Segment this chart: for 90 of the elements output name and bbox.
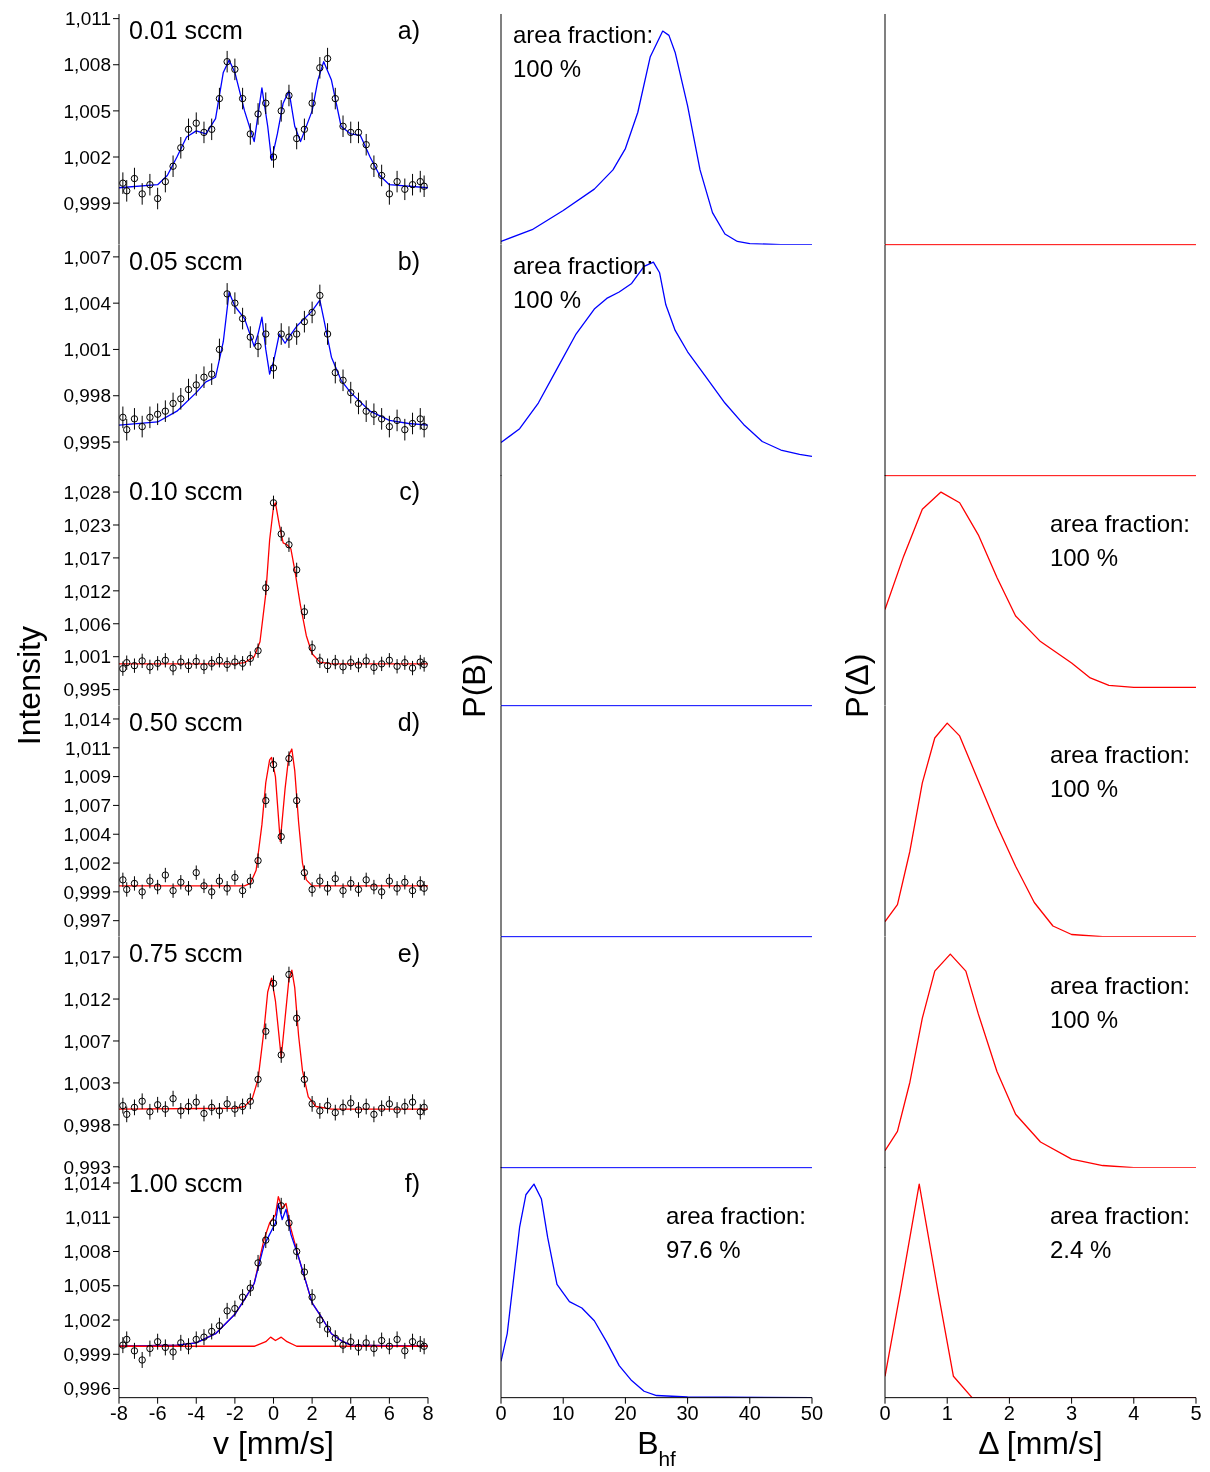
x-tick-label: 20: [614, 1402, 637, 1425]
y-tick-label: 1,023: [63, 515, 112, 537]
x-tick-label: -8: [110, 1402, 128, 1425]
annotation: 100 %: [1049, 774, 1119, 804]
y-tick-label: 1,012: [63, 580, 112, 602]
annotation: 100 %: [1049, 1004, 1119, 1035]
annotation: area fraction:: [665, 1201, 806, 1232]
y-tick-label: 1,008: [63, 54, 112, 76]
annotation: 100 %: [513, 284, 583, 315]
annotation: 100 %: [513, 54, 583, 84]
y-tick-label: 1,028: [63, 482, 112, 504]
x-tick-label: 0: [879, 1402, 891, 1425]
annotation: 2.4 %: [1049, 1235, 1113, 1266]
annotation: area fraction:: [1049, 509, 1190, 540]
y-tick-label: 1,011: [64, 1207, 111, 1229]
x-tick-label: 4: [1128, 1402, 1140, 1425]
annotation: area fraction:: [513, 250, 654, 281]
y-tick-label: 1,017: [63, 946, 112, 968]
text: P(B): [456, 653, 492, 718]
x-axis-title: Δ [mm/s]: [978, 1425, 1103, 1461]
x-tick-label: 8: [422, 1402, 434, 1425]
y-tick-label: 1,006: [63, 613, 112, 635]
y-tick-label: 1,004: [63, 823, 112, 845]
x-tick-label: 1: [941, 1402, 953, 1425]
annotation: 100 %: [1049, 543, 1119, 574]
x-tick-label: -2: [225, 1402, 244, 1425]
annotation: d): [397, 708, 420, 737]
y-tick-label: 0,999: [63, 1344, 111, 1366]
x-tick-label: 50: [800, 1402, 824, 1425]
y-axis-title: Intensity: [11, 626, 47, 746]
y-tick-label: 1,002: [63, 1310, 111, 1332]
x-tick-label: 4: [345, 1402, 357, 1425]
y-tick-label: 1,002: [63, 146, 112, 168]
annotation: e): [397, 938, 420, 968]
x-tick-label: 5: [1190, 1402, 1202, 1425]
y-tick-label: 1,001: [63, 646, 112, 668]
y-tick-label: 0,995: [63, 679, 112, 701]
annotation: 97.6 %: [665, 1235, 742, 1266]
x-tick-label: 10: [552, 1402, 575, 1425]
y-tick-label: 1,007: [63, 1030, 112, 1052]
y-tick-label: 1,012: [63, 988, 112, 1010]
annotation: f): [404, 1169, 420, 1199]
x-tick-label: 40: [738, 1402, 761, 1425]
annotation: 0.50 sccm: [129, 708, 243, 737]
x-tick-label: 0: [267, 1402, 280, 1425]
y-tick-label: 0,995: [63, 431, 112, 453]
y-tick-label: 1,002: [63, 852, 112, 874]
x-axis-title: B$_{hf}$: [637, 1425, 677, 1470]
annotation: 1.00 sccm: [129, 1169, 243, 1199]
x-tick-label: 30: [676, 1402, 699, 1425]
y-axis-title: P(Δ): [839, 653, 875, 719]
y-tick-label: 1,004: [63, 292, 112, 314]
y-tick-label: 0,998: [63, 385, 112, 407]
y-tick-label: 0,999: [63, 881, 112, 903]
annotation: 0.01 sccm: [129, 16, 243, 45]
annotation: a): [397, 16, 420, 45]
y-tick-label: 1,014: [63, 708, 112, 730]
y-tick-label: 1,011: [64, 8, 112, 30]
y-tick-label: 1,007: [63, 246, 112, 268]
annotation: area fraction:: [1049, 740, 1190, 770]
x-tick-label: 2: [1003, 1402, 1015, 1425]
annotation: 0.10 sccm: [129, 477, 243, 507]
annotation: 0.05 sccm: [129, 246, 243, 276]
y-tick-label: 0,999: [63, 192, 112, 214]
annotation: area fraction:: [513, 20, 654, 50]
y-tick-label: 1,007: [63, 795, 112, 817]
x-tick-label: 0: [495, 1402, 507, 1425]
y-tick-label: 1,011: [64, 737, 112, 759]
y-tick-label: 1,009: [63, 766, 112, 788]
y-tick-label: 1,003: [63, 1072, 112, 1094]
y-tick-label: 1,017: [63, 547, 112, 569]
annotation: 0.75 sccm: [129, 938, 243, 968]
y-tick-label: 1,008: [63, 1241, 111, 1263]
x-tick-label: -4: [187, 1402, 206, 1425]
y-tick-label: 1,005: [63, 1275, 111, 1297]
y-tick-label: 0,993: [63, 1156, 112, 1178]
annotation: area fraction:: [1049, 1201, 1190, 1232]
x-axis-title: v [mm/s]: [213, 1425, 334, 1461]
annotation: c): [399, 477, 420, 507]
x-tick-label: 3: [1066, 1402, 1078, 1425]
x-tick-label: 2: [306, 1402, 318, 1425]
annotation: area fraction:: [1049, 970, 1190, 1001]
annotation: b): [397, 246, 420, 276]
y-tick-label: 0,998: [63, 1114, 112, 1136]
x-tick-label: -6: [148, 1402, 167, 1425]
y-tick-label: 0,997: [63, 910, 112, 932]
x-tick-label: 6: [383, 1402, 395, 1425]
y-tick-label: 1,001: [63, 338, 112, 360]
y-tick-label: 0,996: [63, 1378, 111, 1400]
y-tick-label: 1,005: [63, 100, 112, 122]
